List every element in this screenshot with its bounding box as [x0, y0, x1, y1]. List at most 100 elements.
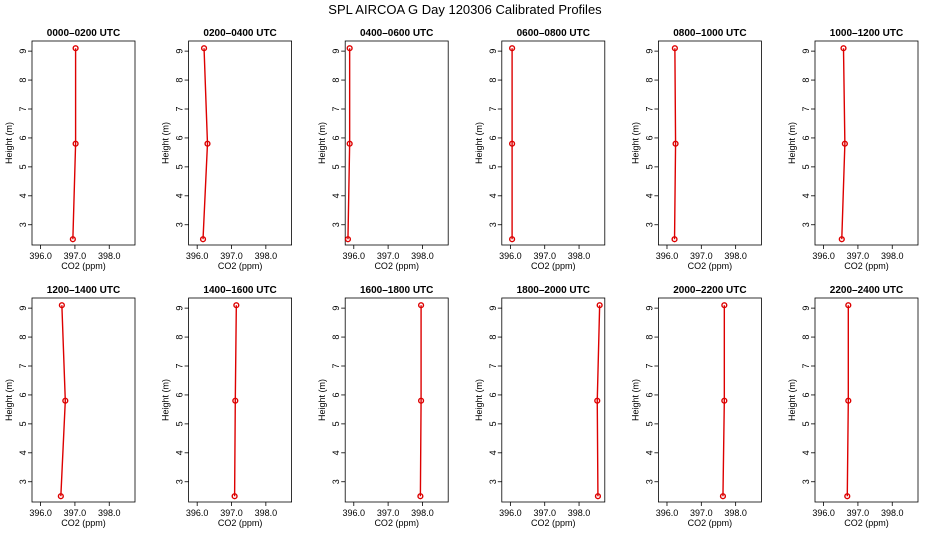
panel-7-xtick-label-2: 398.0	[255, 508, 278, 518]
panel-5-ytick-label-0: 3	[801, 222, 811, 227]
panel-4-point-1	[672, 140, 679, 147]
panel-4-ytick-label-5: 8	[644, 78, 654, 83]
panel-1-ytick-label-3: 6	[175, 135, 185, 140]
panel-6-ylabel: Height (m)	[4, 379, 14, 421]
panel-5-ytick-label-2: 5	[801, 164, 811, 169]
panel-3-ytick-label-1: 4	[488, 193, 498, 198]
panel-11-frame	[814, 297, 919, 503]
panel-7-point-0	[231, 493, 238, 500]
panel-0-point-1	[72, 140, 79, 147]
panel-8-ytick-label-5: 8	[331, 335, 341, 340]
panel-7-xlabel: CO2 (ppm)	[218, 518, 263, 528]
panel-3-xtick-label-1: 397.0	[533, 251, 556, 261]
panel-7-profile-line	[233, 305, 238, 497]
panel-1-ylabel: Height (m)	[161, 122, 171, 164]
panel-6-ytick-label-3: 6	[18, 392, 28, 397]
panel-8-xtick-label-0: 396.0	[343, 508, 366, 518]
panel-6-xtick-label-0: 396.0	[29, 508, 52, 518]
panel-5-ytick-label-4: 7	[801, 106, 811, 111]
panel-1-ytick-label-2: 5	[175, 164, 185, 169]
panel-10-ytick-label-5: 8	[644, 335, 654, 340]
panel-5-point-0	[838, 236, 845, 243]
panel-2-ytick-label-0: 3	[331, 222, 341, 227]
panel-3-xlabel: CO2 (ppm)	[531, 261, 576, 271]
panel-5-profile-line	[841, 48, 846, 240]
panel-4-ytick-label-4: 7	[644, 106, 654, 111]
panel-10-xlabel: CO2 (ppm)	[688, 518, 733, 528]
panel-0-xtick-label-0: 396.0	[29, 251, 52, 261]
panel-4-ytick-label-1: 4	[644, 193, 654, 198]
panel-9-ytick-label-1: 4	[488, 450, 498, 455]
panel-11-ytick-label-3: 6	[801, 392, 811, 397]
panel-4-xtick-label-0: 396.0	[656, 251, 679, 261]
panel-5-point-1	[841, 140, 848, 147]
panel-1-ytick-label-5: 8	[175, 78, 185, 83]
panel-9-xtick-label-2: 398.0	[568, 508, 591, 518]
panel-9-title: 1800–2000 UTC	[517, 285, 590, 296]
panel-2-ytick-label-6: 9	[331, 49, 341, 54]
panel-10-ytick-label-3: 6	[644, 392, 654, 397]
panel-1-point-1	[204, 140, 211, 147]
panel-2-xlabel: CO2 (ppm)	[374, 261, 419, 271]
panel-7-ytick-label-2: 5	[175, 421, 185, 426]
panel-1-ytick-label-6: 9	[175, 49, 185, 54]
panel-1-profile-line	[202, 48, 209, 240]
panel-9-ytick-label-6: 9	[488, 306, 498, 311]
panel-0-ylabel: Height (m)	[4, 122, 14, 164]
panel-7-ylabel: Height (m)	[161, 379, 171, 421]
panel-0-title: 0000–0200 UTC	[47, 28, 120, 39]
panel-6-point-2	[58, 302, 65, 309]
panel-6-ytick-label-0: 3	[18, 479, 28, 484]
panel-2-xtick-label-2: 398.0	[411, 251, 434, 261]
panel-3-xtick-label-2: 398.0	[568, 251, 591, 261]
panel-5-xtick-label-1: 397.0	[847, 251, 870, 261]
panel-0-ytick-label-4: 7	[18, 106, 28, 111]
panel-6-title: 1200–1400 UTC	[47, 285, 120, 296]
panel-9-ylabel: Height (m)	[474, 379, 484, 421]
panel-8-ytick-label-2: 5	[331, 421, 341, 426]
panel-0-profile-line	[72, 48, 77, 240]
panel-3-ytick-label-0: 3	[488, 222, 498, 227]
panel-8-profile-line	[419, 305, 422, 497]
panel-5-point-2	[840, 45, 847, 52]
panel-7-ytick-label-6: 9	[175, 306, 185, 311]
panel-6-profile-line	[60, 305, 67, 497]
panel-10-ytick-label-0: 3	[644, 479, 654, 484]
panel-5-xtick-label-0: 396.0	[812, 251, 835, 261]
panel-8-ylabel: Height (m)	[317, 379, 327, 421]
panel-6-xlabel: CO2 (ppm)	[61, 518, 106, 528]
panel-8-frame	[344, 297, 449, 503]
panel-4-xtick-label-2: 398.0	[724, 251, 747, 261]
panel-2-xtick-label-0: 396.0	[343, 251, 366, 261]
panel-7-xtick-label-1: 397.0	[220, 508, 243, 518]
panel-5-ylabel: Height (m)	[787, 122, 797, 164]
panel-7-ytick-label-3: 6	[175, 392, 185, 397]
panel-4-xlabel: CO2 (ppm)	[688, 261, 733, 271]
panel-4-ylabel: Height (m)	[630, 122, 640, 164]
panel-5-xlabel: CO2 (ppm)	[844, 261, 889, 271]
panel-2-ytick-label-3: 6	[331, 135, 341, 140]
panel-5-ytick-label-6: 9	[801, 49, 811, 54]
panel-4-ytick-label-0: 3	[644, 222, 654, 227]
panel-11-ytick-label-2: 5	[801, 421, 811, 426]
panel-6-frame	[31, 297, 136, 503]
panel-10-ytick-label-1: 4	[644, 450, 654, 455]
panel-0-ytick-label-1: 4	[18, 193, 28, 198]
panel-10-xtick-label-0: 396.0	[656, 508, 679, 518]
panel-2-xtick-label-1: 397.0	[377, 251, 400, 261]
panel-7-point-1	[232, 397, 239, 404]
panel-4-xtick-label-1: 397.0	[690, 251, 713, 261]
panel-11-ytick-label-5: 8	[801, 335, 811, 340]
panel-6-point-0	[57, 493, 64, 500]
panel-3-point-1	[508, 140, 516, 147]
panel-3-ytick-label-3: 6	[488, 135, 498, 140]
panel-0-ytick-label-6: 9	[18, 49, 28, 54]
panel-8-ytick-label-0: 3	[331, 479, 341, 484]
panel-0-xlabel: CO2 (ppm)	[61, 261, 106, 271]
panel-4-frame	[658, 40, 762, 246]
panel-0-xtick-label-1: 397.0	[64, 251, 87, 261]
panel-6-xtick-label-2: 398.0	[98, 508, 121, 518]
panel-4-point-0	[671, 236, 678, 243]
panel-6-ytick-label-6: 9	[18, 306, 28, 311]
